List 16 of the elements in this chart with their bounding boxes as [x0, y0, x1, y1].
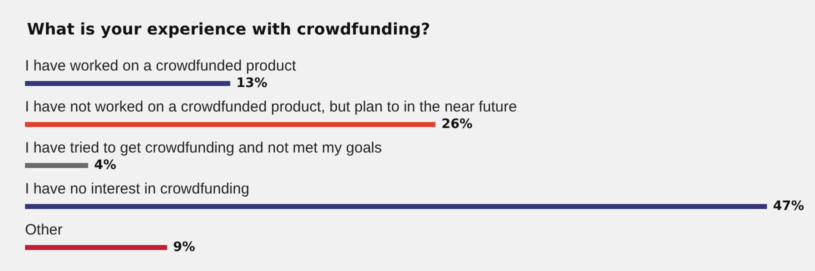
y-tick-label: I have no interest in crowdfunding	[25, 180, 250, 198]
bar	[25, 81, 230, 86]
bar	[25, 163, 88, 168]
data-label: 9%	[173, 240, 196, 255]
bar	[25, 245, 168, 250]
y-tick-label: I have not worked on a crowdfunded product, but plan to in the near future	[25, 98, 517, 116]
bar	[25, 122, 436, 127]
data-label: 26%	[441, 117, 473, 132]
chart-title: What is your experience with crowdfunding?	[27, 20, 430, 38]
y-tick-label: I have worked on a crowdfunded product	[25, 58, 297, 74]
data-label: 47%	[773, 199, 804, 214]
y-tick-label: Other	[25, 222, 63, 238]
data-label: 4%	[94, 158, 116, 173]
y-tick-label: I have tried to get crowdfunding and not met my goals	[25, 140, 382, 156]
bar	[25, 204, 767, 209]
data-label: 13%	[236, 76, 268, 91]
